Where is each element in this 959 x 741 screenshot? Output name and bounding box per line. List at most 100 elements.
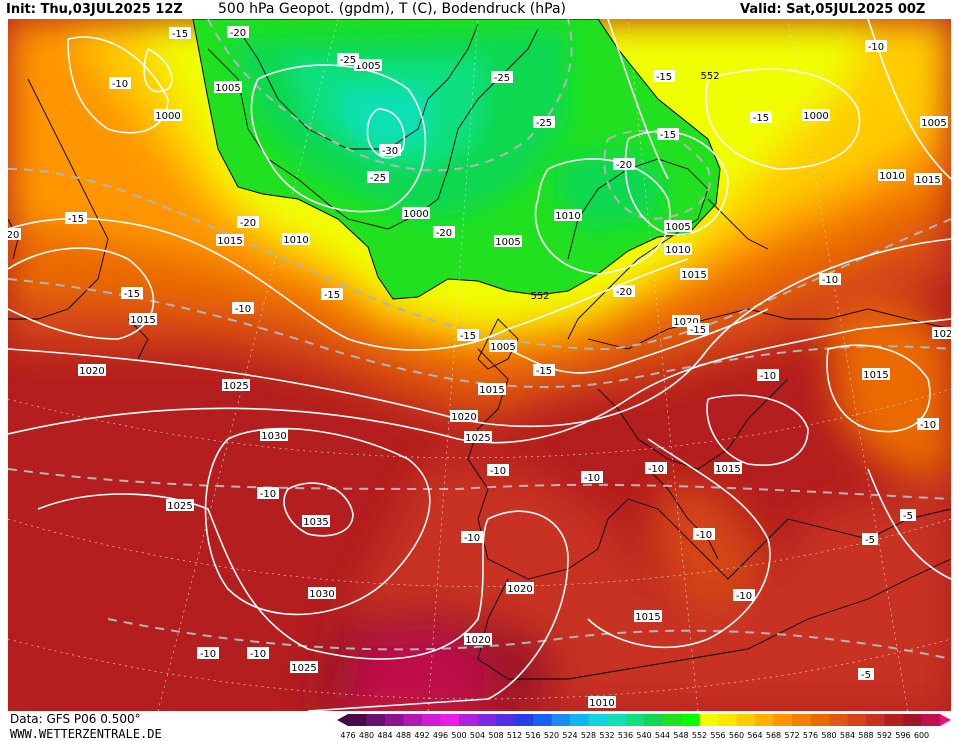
svg-text:1005: 1005 bbox=[215, 83, 240, 94]
svg-text:1005: 1005 bbox=[355, 61, 380, 72]
scale-tick-label: 592 bbox=[877, 731, 892, 740]
scale-tick-label: 532 bbox=[599, 731, 614, 740]
scale-swatch bbox=[422, 714, 441, 726]
pressure-label: 1015 bbox=[714, 462, 742, 475]
scale-tick-label: 488 bbox=[396, 731, 411, 740]
temperature-label: -5 bbox=[900, 509, 916, 522]
init-time-label: Init: Thu,03JUL2025 12Z bbox=[6, 2, 183, 17]
scale-swatch bbox=[588, 714, 608, 726]
svg-text:-15: -15 bbox=[660, 130, 676, 141]
data-source-label: Data: GFS P06 0.500° bbox=[10, 712, 141, 726]
svg-text:552: 552 bbox=[530, 291, 549, 302]
scale-swatch bbox=[348, 714, 367, 726]
scale-tick-label: 556 bbox=[710, 731, 725, 740]
weather-map[interactable]: 1005 1005 1000 1000 1000 1005 1005 1010 1015 1015… bbox=[8, 19, 951, 711]
pressure-label: 1025 bbox=[166, 499, 194, 512]
scale-tick-label: 540 bbox=[636, 731, 651, 740]
pressure-label: 1030 bbox=[260, 429, 288, 442]
svg-text:-20: -20 bbox=[240, 218, 256, 229]
svg-text:1010: 1010 bbox=[879, 171, 904, 182]
scale-swatch bbox=[866, 714, 885, 726]
svg-text:1015: 1015 bbox=[681, 270, 706, 281]
scale-swatch bbox=[662, 714, 682, 726]
pressure-label: 1020 bbox=[932, 327, 951, 340]
scale-tick-label: 588 bbox=[858, 731, 873, 740]
valid-time-label: Valid: Sat,05JUL2025 00Z bbox=[740, 2, 926, 17]
temperature-label: -20 bbox=[613, 285, 635, 298]
svg-text:-10: -10 bbox=[920, 420, 936, 431]
svg-text:1015: 1015 bbox=[217, 236, 242, 247]
pressure-label: 1015 bbox=[914, 173, 942, 186]
scale-tick-label: 512 bbox=[507, 731, 522, 740]
svg-text:-15: -15 bbox=[68, 214, 84, 225]
svg-text:-10: -10 bbox=[260, 489, 276, 500]
temperature-label: -10 bbox=[819, 273, 841, 286]
scale-swatch bbox=[903, 714, 922, 726]
pressure-label: 1020 bbox=[506, 582, 534, 595]
scale-swatch bbox=[755, 714, 774, 726]
svg-text:-10: -10 bbox=[464, 533, 480, 544]
svg-text:1015: 1015 bbox=[915, 175, 940, 186]
svg-text:1020: 1020 bbox=[507, 584, 532, 595]
pressure-label: 1015 bbox=[680, 268, 708, 281]
svg-text:-10: -10 bbox=[584, 473, 600, 484]
pressure-label: 1020 bbox=[450, 410, 478, 423]
scale-swatch bbox=[847, 714, 867, 726]
scale-swatch bbox=[625, 714, 645, 726]
scale-tick-label: 520 bbox=[544, 731, 559, 740]
temperature-label: -15 bbox=[169, 27, 191, 40]
scale-swatch bbox=[477, 714, 497, 726]
scale-tick-label: 552 bbox=[692, 731, 707, 740]
geopotential-label: 552 bbox=[700, 71, 719, 82]
svg-text:1020: 1020 bbox=[451, 412, 476, 423]
pressure-label: 1025 bbox=[464, 431, 492, 444]
svg-text:1025: 1025 bbox=[167, 501, 192, 512]
color-scale-legend: 476 480 484 488 492 496 500 504 508 512 516 520 524 5… bbox=[337, 714, 951, 740]
pressure-label: 1015 bbox=[478, 383, 506, 396]
scale-swatch bbox=[385, 714, 404, 726]
svg-text:-25: -25 bbox=[494, 73, 510, 84]
scale-tick-label: 504 bbox=[470, 731, 485, 740]
temperature-label: -15 bbox=[533, 364, 555, 377]
svg-text:-5: -5 bbox=[861, 670, 871, 681]
scale-tick-label: 480 bbox=[359, 731, 374, 740]
website-label[interactable]: WWW.WETTERZENTRALE.DE bbox=[10, 727, 162, 741]
temperature-label: -15 bbox=[687, 323, 709, 336]
scale-tick-label: 584 bbox=[840, 731, 855, 740]
svg-text:1010: 1010 bbox=[555, 211, 580, 222]
svg-text:1015: 1015 bbox=[130, 315, 155, 326]
svg-text:-10: -10 bbox=[760, 371, 776, 382]
scale-tick-label: 576 bbox=[803, 731, 818, 740]
scale-tick-label: 492 bbox=[414, 731, 429, 740]
scale-swatch bbox=[366, 714, 386, 726]
scale-tick-label: 548 bbox=[673, 731, 688, 740]
svg-text:-10: -10 bbox=[868, 42, 884, 53]
temperature-label: -30 bbox=[379, 144, 401, 157]
svg-text:-20: -20 bbox=[230, 28, 246, 39]
scale-tick-label: 580 bbox=[821, 731, 836, 740]
scale-tick-label: 560 bbox=[729, 731, 744, 740]
scale-tick-label: 596 bbox=[895, 731, 910, 740]
geopotential-label: 552 bbox=[530, 291, 549, 302]
svg-text:1020: 1020 bbox=[673, 317, 698, 328]
scale-swatch bbox=[607, 714, 626, 726]
pressure-label: 1010 bbox=[588, 696, 616, 709]
temperature-label: -20 bbox=[227, 26, 249, 39]
svg-text:-15: -15 bbox=[690, 325, 706, 336]
scale-tick-label: 564 bbox=[747, 731, 762, 740]
svg-text:1005: 1005 bbox=[490, 342, 515, 353]
svg-text:-5: -5 bbox=[903, 511, 913, 522]
svg-text:1020: 1020 bbox=[933, 329, 951, 340]
scale-swatch bbox=[810, 714, 830, 726]
svg-text:1005: 1005 bbox=[495, 237, 520, 248]
scale-swatch bbox=[884, 714, 904, 726]
temperature-label: -25 bbox=[367, 171, 389, 184]
svg-text:1000: 1000 bbox=[403, 209, 428, 220]
scale-swatch bbox=[459, 714, 478, 726]
temperature-label: -10 bbox=[461, 531, 483, 544]
temperature-label: -15 bbox=[457, 329, 479, 342]
scale-swatch bbox=[570, 714, 589, 726]
scale-swatch bbox=[551, 714, 571, 726]
pressure-label: 1000 bbox=[802, 109, 830, 122]
pressure-label: 1035 bbox=[302, 515, 330, 528]
